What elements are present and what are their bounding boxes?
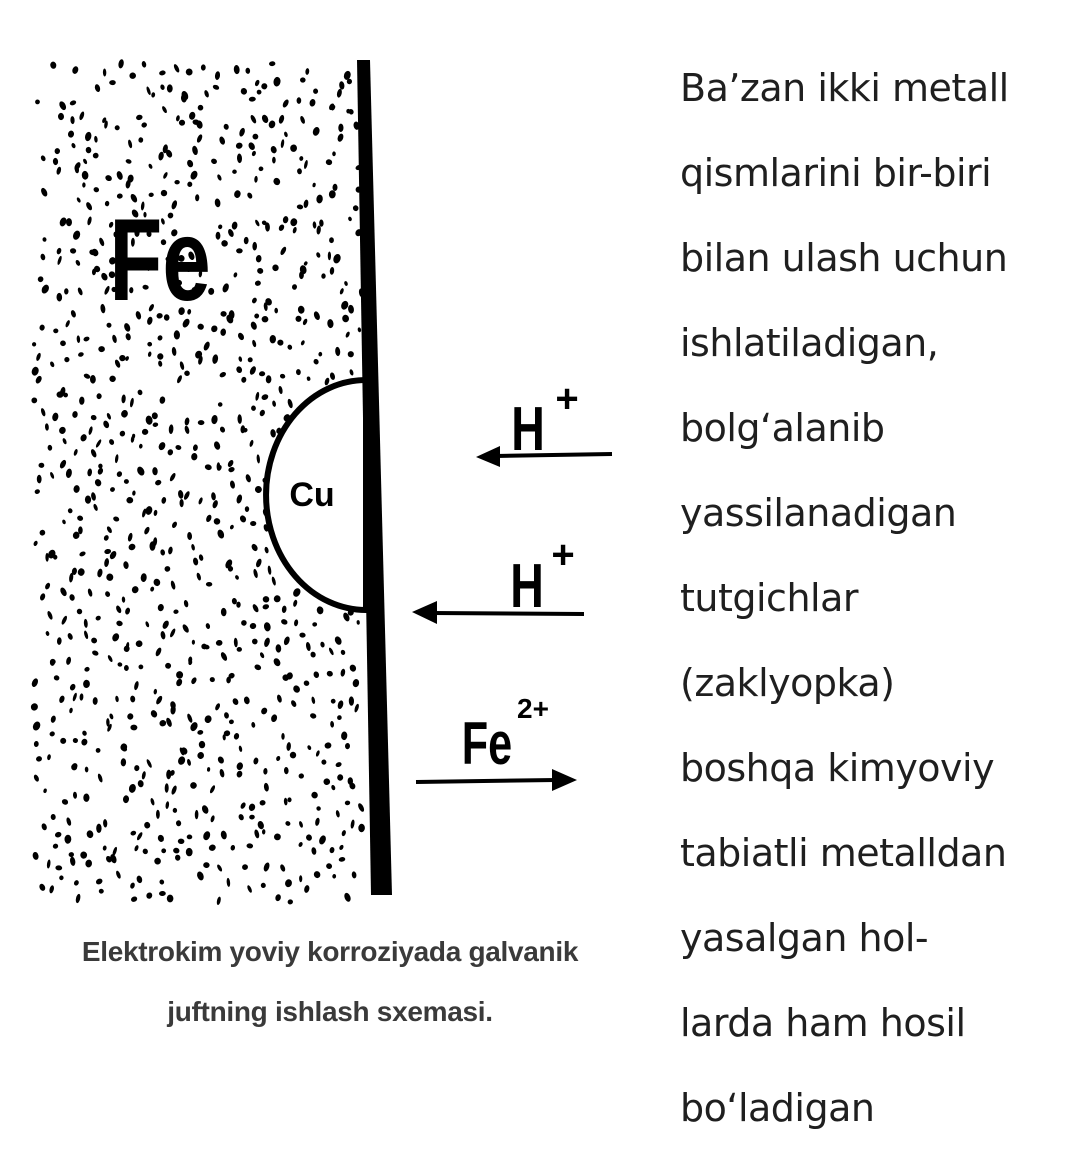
paragraph-line: qismlarini bir-biri bbox=[680, 151, 992, 195]
caption-line-1: Elektrokim yoviy korroziyada galvanik bbox=[81, 936, 579, 967]
arrow-right-icon bbox=[552, 769, 577, 791]
copper-inclusion bbox=[263, 376, 369, 614]
arrow-middle-line bbox=[431, 611, 585, 616]
paragraph-line: boshqa kimyoviy bbox=[680, 746, 995, 790]
hydrogen-ion-middle-symbol: H bbox=[510, 550, 544, 620]
diagram-svg: Cu Fe H + H + Fe 2+ bbox=[30, 59, 613, 906]
iron-texture-dots bbox=[30, 59, 366, 906]
paragraph-line: bilan ulash uchun bbox=[680, 236, 1008, 280]
arrow-left-icon bbox=[476, 446, 500, 467]
figure-caption: Elektrokim yoviy korroziyada galvanik ju… bbox=[0, 922, 660, 1042]
body-paragraph: Ba’zan ikki metall qismlarini bir-biri b… bbox=[680, 46, 1080, 1151]
galvanic-couple-diagram: Cu Fe H + H + Fe 2+ Elektrokim yoviy kor… bbox=[0, 59, 660, 1042]
arrow-left-icon bbox=[412, 601, 437, 624]
caption-line-2: juftning ishlash sxemasi. bbox=[167, 996, 493, 1027]
hydrogen-ion-middle-charge: + bbox=[551, 533, 574, 577]
paragraph-line: (zaklyopka) bbox=[680, 661, 895, 705]
paragraph-line: yassilanadigan bbox=[680, 491, 957, 535]
iron-ion-charge: 2+ bbox=[517, 693, 549, 724]
iron-label: Fe bbox=[109, 195, 210, 325]
paragraph-line: bolg‘alanib bbox=[680, 406, 885, 450]
arrow-top-line bbox=[495, 452, 613, 458]
iron-ion-symbol: Fe bbox=[462, 711, 512, 778]
paragraph-line: larda ham hosil bbox=[680, 1001, 966, 1045]
hydrogen-ion-top-charge: + bbox=[555, 377, 578, 421]
metal-surface-line bbox=[357, 60, 392, 895]
paragraph-line: tutgichlar bbox=[680, 576, 859, 620]
paragraph-line: Ba’zan ikki metall bbox=[680, 66, 1009, 110]
paragraph-line: tabiatli metalldan bbox=[680, 831, 1007, 875]
copper-label: Cu bbox=[289, 476, 334, 514]
paragraph-line: ishlatiladigan, bbox=[680, 321, 939, 365]
paragraph-line: bo‘ladigan bbox=[680, 1086, 875, 1130]
hydrogen-ion-top-symbol: H bbox=[511, 393, 545, 463]
arrow-bottom-line bbox=[415, 778, 557, 784]
paragraph-line: yasalgan hol- bbox=[680, 916, 929, 960]
